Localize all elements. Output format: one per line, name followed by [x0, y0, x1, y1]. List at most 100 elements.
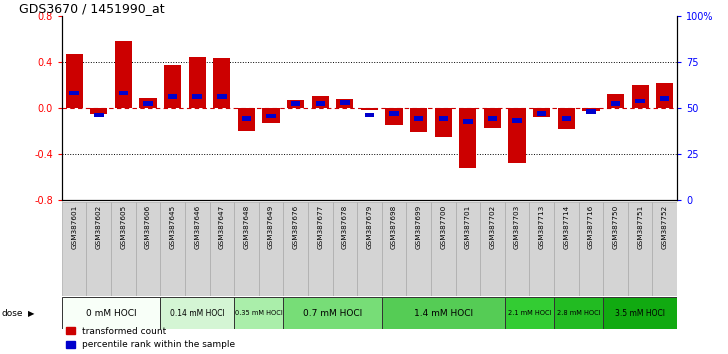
Bar [529, 202, 554, 296]
Text: GSM387703: GSM387703 [514, 205, 520, 249]
Text: GSM387713: GSM387713 [539, 205, 545, 249]
Bar [283, 202, 308, 296]
Text: GSM387605: GSM387605 [120, 205, 127, 249]
Bar [357, 202, 381, 296]
Bar [210, 202, 234, 296]
Text: GDS3670 / 1451990_at: GDS3670 / 1451990_at [19, 2, 165, 15]
Bar [385, 108, 403, 125]
Bar [484, 108, 501, 127]
Text: 3.5 mM HOCl: 3.5 mM HOCl [615, 309, 665, 318]
Bar [185, 202, 210, 296]
Text: 0.7 mM HOCl: 0.7 mM HOCl [303, 309, 362, 318]
Bar [308, 202, 333, 296]
Bar [558, 108, 575, 129]
Bar [164, 65, 181, 108]
Bar [533, 108, 550, 117]
Text: GSM387676: GSM387676 [293, 205, 298, 249]
Bar [333, 202, 357, 296]
Bar [160, 297, 234, 329]
Bar [389, 112, 399, 116]
Bar [435, 108, 452, 137]
Bar [242, 116, 251, 121]
Text: GSM387649: GSM387649 [268, 205, 274, 249]
Text: GSM387606: GSM387606 [145, 205, 151, 249]
Text: GSM387714: GSM387714 [563, 205, 569, 249]
Bar [459, 108, 477, 168]
Text: GSM387602: GSM387602 [96, 205, 102, 249]
Bar [579, 202, 604, 296]
Bar [365, 113, 374, 117]
Bar [381, 202, 406, 296]
Text: GSM387752: GSM387752 [662, 205, 668, 249]
Bar [262, 108, 280, 123]
Text: GSM387699: GSM387699 [416, 205, 422, 249]
Bar [361, 108, 378, 110]
Bar [189, 57, 206, 108]
Bar [604, 202, 628, 296]
Bar [87, 202, 111, 296]
Bar [652, 202, 677, 296]
Text: GSM387751: GSM387751 [637, 205, 643, 249]
Bar [410, 108, 427, 132]
Bar [62, 202, 87, 296]
Bar [66, 54, 83, 108]
Bar [160, 202, 185, 296]
Text: GSM387698: GSM387698 [391, 205, 397, 249]
Bar [582, 108, 600, 112]
Text: GSM387601: GSM387601 [71, 205, 77, 249]
Bar [505, 297, 554, 329]
Text: GSM387647: GSM387647 [219, 205, 225, 249]
Text: GSM387678: GSM387678 [342, 205, 348, 249]
Legend: transformed count, percentile rank within the sample: transformed count, percentile rank withi… [66, 327, 235, 349]
Bar [315, 101, 325, 105]
Bar [213, 58, 231, 108]
Bar [505, 202, 529, 296]
Text: 1.4 mM HOCl: 1.4 mM HOCl [414, 309, 473, 318]
Bar [139, 98, 157, 108]
Bar [628, 202, 652, 296]
Text: ▶: ▶ [28, 309, 34, 318]
Bar [94, 113, 103, 117]
Bar [480, 202, 505, 296]
Text: GSM387679: GSM387679 [366, 205, 373, 249]
Bar [234, 297, 283, 329]
Text: GSM387750: GSM387750 [612, 205, 619, 249]
Bar [431, 202, 456, 296]
Bar [414, 116, 424, 121]
Text: 2.1 mM HOCl: 2.1 mM HOCl [507, 310, 551, 316]
Bar [111, 202, 135, 296]
Text: 0.14 mM HOCl: 0.14 mM HOCl [170, 309, 225, 318]
Bar [143, 101, 153, 105]
Bar [312, 96, 329, 108]
Bar [561, 116, 571, 121]
Bar [135, 202, 160, 296]
Text: GSM387700: GSM387700 [440, 205, 446, 249]
Bar [62, 297, 160, 329]
Bar [636, 99, 645, 103]
Bar [238, 108, 255, 131]
Bar [488, 116, 497, 121]
Bar [611, 101, 620, 105]
Text: GSM387702: GSM387702 [489, 205, 496, 249]
Bar [631, 85, 649, 108]
Bar [607, 94, 624, 108]
Bar [119, 91, 128, 95]
Bar [586, 109, 596, 114]
Bar [283, 297, 381, 329]
Bar [69, 91, 79, 95]
Bar [513, 118, 522, 123]
Text: 2.8 mM HOCl: 2.8 mM HOCl [557, 310, 601, 316]
Bar [554, 202, 579, 296]
Bar [234, 202, 258, 296]
Bar [604, 297, 677, 329]
Bar [258, 202, 283, 296]
Bar [115, 41, 132, 108]
Bar [456, 202, 480, 296]
Bar [537, 112, 547, 116]
Bar [336, 99, 354, 108]
Bar [438, 116, 448, 121]
Text: dose: dose [1, 309, 23, 318]
Bar [168, 94, 178, 99]
Bar [463, 119, 472, 124]
Bar [287, 100, 304, 108]
